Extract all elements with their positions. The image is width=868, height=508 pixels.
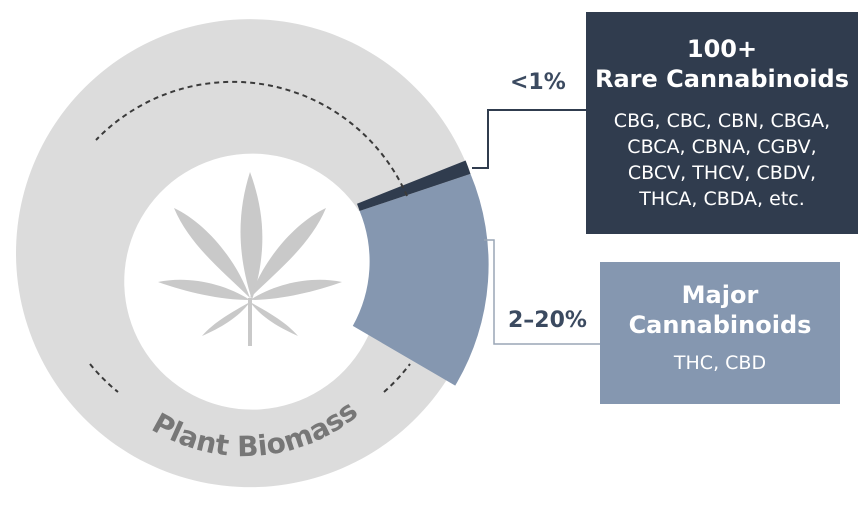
dashed-guide-arc (95, 80, 408, 197)
percent-label-rare: <1% (510, 70, 566, 95)
major-box-list: THC, CBD (600, 350, 840, 376)
connector-major (484, 239, 600, 345)
rare-cannabinoids-box: 100+ Rare Cannabinoids CBG, CBC, CBN, CB… (586, 12, 858, 234)
major-box-title-line1: Major (681, 281, 759, 309)
major-box-line: THC, CBD (673, 352, 767, 374)
rare-box-line: THCA, CBDA, etc. (639, 188, 805, 210)
dashed-guide-arc-lower-right (383, 363, 411, 393)
rare-box-line: CBCV, THCV, CBDV, (627, 162, 817, 184)
major-cannabinoids-box: Major Cannabinoids THC, CBD (600, 262, 840, 404)
rare-box-list: CBG, CBC, CBN, CBGA, CBCA, CBNA, CGBV, C… (586, 108, 858, 212)
percent-label-major: 2–20% (508, 308, 587, 333)
donut-segment-rare (357, 160, 471, 211)
rare-box-line: CBCA, CBNA, CGBV, (627, 136, 817, 158)
connector-rare (472, 109, 586, 169)
cannabis-leaf-icon (158, 172, 342, 346)
rare-box-line: CBG, CBC, CBN, CBGA, (613, 110, 831, 132)
major-box-title-line2: Cannabinoids (628, 311, 812, 339)
donut-segment-major (352, 173, 489, 386)
dashed-guide-arc-lower (89, 363, 119, 393)
rare-box-title: Rare Cannabinoids (595, 65, 849, 93)
rare-box-count: 100+ (686, 35, 758, 63)
